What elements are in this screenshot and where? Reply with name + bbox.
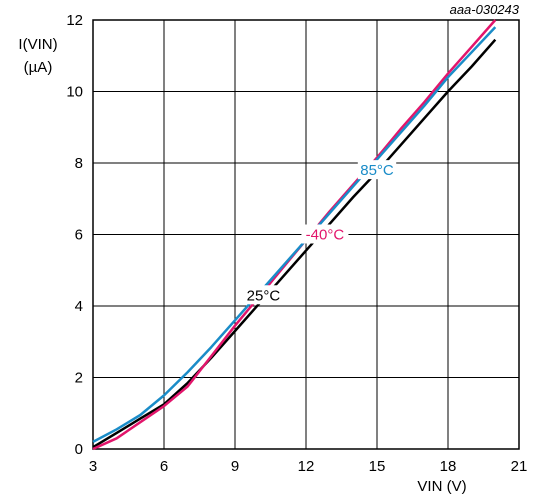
series-annotations: 85°C -40°C 25°C (244, 160, 397, 305)
tick-labels: 3 6 9 12 15 18 21 0 2 4 6 8 10 12 (66, 12, 527, 475)
x-tick-label: 15 (369, 458, 386, 475)
y-tick-label: 8 (75, 155, 83, 172)
x-tick-label: 9 (231, 458, 239, 475)
series-annotation-label: -40°C (306, 227, 345, 244)
x-tick-label: 6 (160, 458, 168, 475)
annotation-background (244, 285, 283, 305)
y-axis-unit: (µA) (24, 59, 53, 76)
x-tick-label: 21 (511, 458, 528, 475)
series-lines (92, 19, 497, 451)
annotation-background (301, 224, 349, 244)
y-tick-label: 10 (66, 84, 83, 101)
x-axis-label: VIN (V) (417, 478, 466, 495)
y-tick-label: 6 (75, 227, 83, 244)
x-tick-label: 18 (440, 458, 457, 475)
y-axis-label: I(VIN) (18, 36, 57, 53)
series-annotation-label: 25°C (247, 287, 281, 304)
document-id: aaa-030243 (450, 2, 520, 17)
y-tick-label: 0 (75, 441, 83, 458)
x-tick-label: 12 (298, 458, 315, 475)
plot-frame (92, 19, 520, 450)
annotation-background (357, 160, 397, 180)
x-tick-label: 3 (89, 458, 97, 475)
y-tick-label: 4 (75, 298, 83, 315)
series-line (92, 38, 497, 449)
series-annotation-label: 85°C (360, 162, 394, 179)
y-tick-label: 2 (75, 370, 83, 387)
series-line (92, 26, 497, 444)
y-tick-label: 12 (66, 12, 83, 29)
